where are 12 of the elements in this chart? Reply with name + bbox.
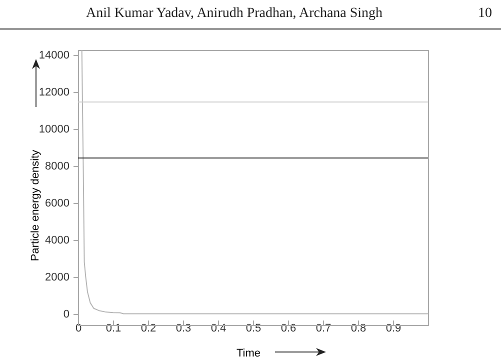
text: 10 [478, 6, 492, 22]
y-tick-label: 6000 [45, 197, 70, 210]
text: Anil Kumar Yadav, Anirudh Pradhan, Archana Singh [86, 6, 383, 22]
y-tick-label: 8000 [45, 160, 70, 172]
y-tick-label: 4000 [45, 234, 70, 246]
y-tick-label: 14000 [38, 49, 70, 62]
y-axis-title: Particle energy density [30, 149, 42, 262]
y-tick-label: 2000 [45, 271, 70, 284]
y-tick-label: 10000 [38, 123, 70, 136]
y-tick-label: 12000 [38, 86, 70, 98]
x-axis-title: Time [236, 348, 261, 360]
y-tick-label: 0 [63, 308, 70, 320]
